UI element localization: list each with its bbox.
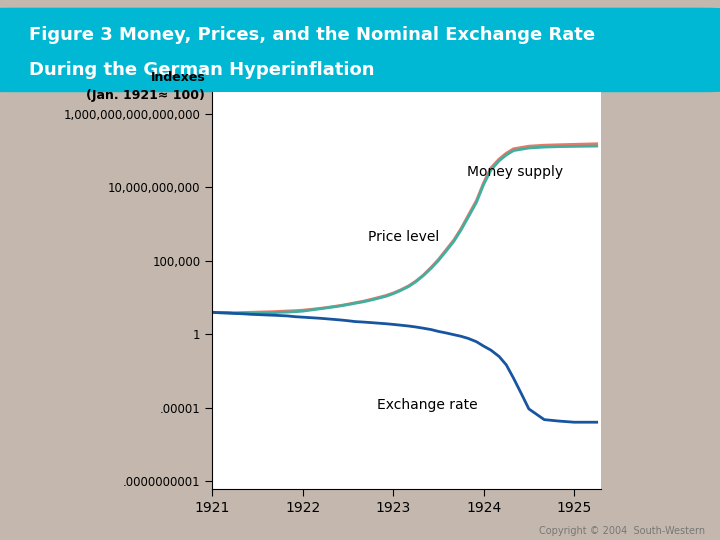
Text: Copyright © 2004  South-Western: Copyright © 2004 South-Western [539,525,706,536]
Text: Price level: Price level [368,231,439,245]
Text: During the German Hyperinflation: During the German Hyperinflation [30,62,375,79]
Text: Indexes: Indexes [150,71,205,84]
Text: Figure 3 Money, Prices, and the Nominal Exchange Rate: Figure 3 Money, Prices, and the Nominal … [30,26,595,44]
Text: (Jan. 1921≈ 100): (Jan. 1921≈ 100) [86,89,205,102]
FancyBboxPatch shape [0,8,720,92]
Text: Exchange rate: Exchange rate [377,398,477,412]
Text: Money supply: Money supply [467,165,564,179]
